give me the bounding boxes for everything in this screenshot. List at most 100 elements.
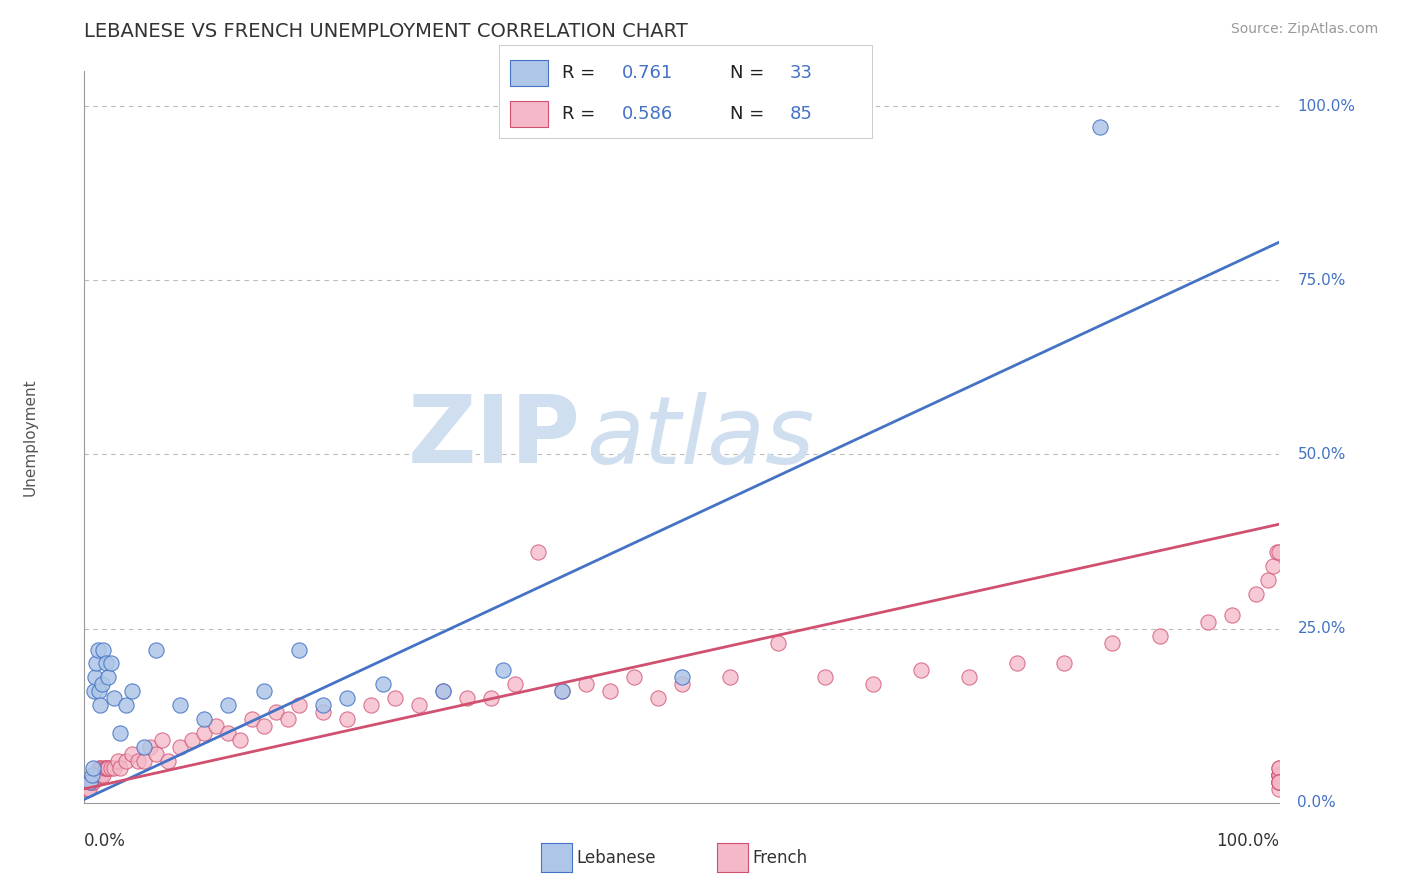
Point xyxy=(1005,657,1028,671)
Point xyxy=(97,761,120,775)
Point xyxy=(1268,768,1291,782)
Point xyxy=(91,677,114,691)
Text: 0.761: 0.761 xyxy=(621,63,673,82)
Point xyxy=(83,684,105,698)
Point xyxy=(957,670,980,684)
Point xyxy=(1268,761,1291,775)
Point xyxy=(1268,768,1291,782)
Point xyxy=(1263,558,1285,573)
Point xyxy=(288,698,311,713)
Point xyxy=(157,754,180,768)
Text: R =: R = xyxy=(562,105,596,123)
Text: 100.0%: 100.0% xyxy=(1298,99,1355,113)
Point xyxy=(80,775,103,789)
Text: ZIP: ZIP xyxy=(408,391,581,483)
Point xyxy=(77,781,100,796)
Text: 33: 33 xyxy=(790,63,813,82)
Point xyxy=(1053,657,1076,671)
Point xyxy=(115,698,138,713)
Point xyxy=(1268,775,1291,789)
Point xyxy=(1149,629,1171,643)
Point xyxy=(253,719,276,733)
Point xyxy=(193,726,215,740)
Point xyxy=(193,712,215,726)
Point xyxy=(492,664,515,678)
Point xyxy=(384,691,406,706)
Point xyxy=(84,768,107,782)
Point xyxy=(91,761,114,775)
Text: LEBANESE VS FRENCH UNEMPLOYMENT CORRELATION CHART: LEBANESE VS FRENCH UNEMPLOYMENT CORRELAT… xyxy=(84,22,688,41)
Point xyxy=(127,754,149,768)
Point xyxy=(575,677,598,691)
Point xyxy=(100,657,122,671)
Point xyxy=(671,677,693,691)
Point xyxy=(599,684,621,698)
Point xyxy=(169,698,191,713)
Point xyxy=(169,740,191,755)
Point xyxy=(145,642,167,657)
Point xyxy=(264,705,287,719)
Point xyxy=(86,768,108,782)
Point xyxy=(1244,587,1267,601)
Point xyxy=(479,691,502,706)
Point xyxy=(110,761,132,775)
Point xyxy=(503,677,526,691)
Point xyxy=(217,726,239,740)
Text: 50.0%: 50.0% xyxy=(1298,447,1346,462)
Text: 0.0%: 0.0% xyxy=(84,832,127,850)
Point xyxy=(89,761,111,775)
Point xyxy=(217,698,239,713)
Point xyxy=(671,670,693,684)
Point xyxy=(1268,545,1291,559)
Point xyxy=(527,545,550,559)
Point xyxy=(1268,775,1291,789)
Point xyxy=(82,775,104,789)
Point xyxy=(228,733,252,747)
Point xyxy=(432,684,454,698)
Point xyxy=(253,684,276,698)
Point xyxy=(240,712,263,726)
Point xyxy=(94,761,117,775)
Point xyxy=(551,684,574,698)
Point xyxy=(551,684,574,698)
Point xyxy=(276,712,298,726)
Text: R =: R = xyxy=(562,63,596,82)
Text: Unemployment: Unemployment xyxy=(22,378,38,496)
Point xyxy=(312,705,335,719)
Text: 25.0%: 25.0% xyxy=(1298,621,1346,636)
Text: French: French xyxy=(752,849,807,867)
Point xyxy=(84,670,107,684)
Point xyxy=(77,781,100,796)
Point xyxy=(718,670,741,684)
Point xyxy=(96,761,118,775)
Point xyxy=(814,670,837,684)
Text: 0.586: 0.586 xyxy=(621,105,673,123)
Point xyxy=(79,775,101,789)
Point xyxy=(103,761,125,775)
Point xyxy=(910,664,932,678)
Text: Lebanese: Lebanese xyxy=(576,849,657,867)
Point xyxy=(145,747,167,761)
Bar xyxy=(510,60,547,86)
Point xyxy=(336,691,359,706)
Point xyxy=(862,677,884,691)
Text: N =: N = xyxy=(730,63,765,82)
Point xyxy=(432,684,454,698)
Point xyxy=(1265,545,1288,559)
Point xyxy=(115,754,138,768)
Point xyxy=(103,691,125,706)
Point xyxy=(93,768,115,782)
Bar xyxy=(510,101,547,127)
Text: N =: N = xyxy=(730,105,765,123)
Text: Source: ZipAtlas.com: Source: ZipAtlas.com xyxy=(1230,22,1378,37)
Point xyxy=(84,657,107,671)
Point xyxy=(132,740,156,755)
Point xyxy=(121,684,143,698)
Point xyxy=(80,768,103,782)
Point xyxy=(93,642,115,657)
Point xyxy=(312,698,335,713)
Point xyxy=(90,768,112,782)
Point xyxy=(84,768,107,782)
Text: 0.0%: 0.0% xyxy=(1298,796,1336,810)
Point xyxy=(360,698,382,713)
